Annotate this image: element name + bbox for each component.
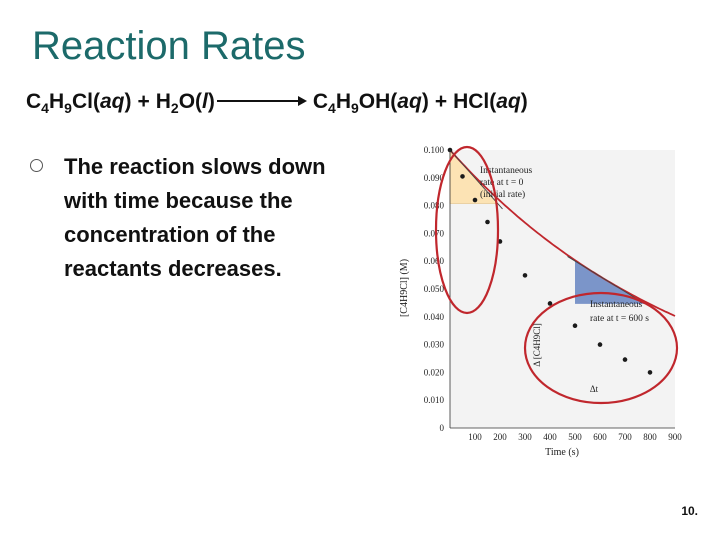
concentration-time-chart: 0 0.010 0.020 0.030 0.040 0.050 0.060 0.070 0.08… xyxy=(399,145,682,458)
y-tick-label: 0.070 xyxy=(424,228,445,238)
x-tick-label: 300 xyxy=(518,432,532,442)
delta-concentration-label: Δ [C4H9Cl] xyxy=(532,323,542,367)
y-tick-labels: 0 0.010 0.020 0.030 0.040 0.050 0.060 0.070 0.08… xyxy=(424,145,445,433)
bullet-point: The reaction slows down with time becaus… xyxy=(30,150,360,286)
x-tick-label: 400 xyxy=(543,432,557,442)
data-point xyxy=(522,273,528,278)
x-tick-label: 500 xyxy=(568,432,582,442)
data-points xyxy=(447,147,653,375)
slide-number: 10. xyxy=(681,504,698,518)
y-axis-label: [C4H9Cl] (M) xyxy=(399,259,410,317)
x-tick-labels: 100 200 300 400 500 600 700 800 900 xyxy=(468,432,682,442)
y-tick-label: 0.060 xyxy=(424,256,445,266)
tangent-line-600s xyxy=(567,256,646,305)
data-point xyxy=(622,357,628,362)
x-tick-label: 700 xyxy=(618,432,632,442)
reactant-2: H2O(l) xyxy=(155,90,215,117)
y-tick-label: 0.090 xyxy=(424,173,445,183)
product-1: C4H9OH(aq) xyxy=(312,90,429,117)
plus-sign: + xyxy=(137,90,150,113)
reactant-1: C4H9Cl(aq) xyxy=(26,90,132,117)
product-2: HCl(aq) xyxy=(453,90,528,113)
highlight-circle-initial xyxy=(434,145,500,315)
data-point xyxy=(647,370,653,375)
concentration-curve xyxy=(449,149,676,317)
x-tick-label: 600 xyxy=(593,432,607,442)
y-tick-label: 0.050 xyxy=(424,284,445,294)
highlight-circle-600s xyxy=(523,291,679,405)
x-tick-label: 200 xyxy=(493,432,507,442)
x-tick-label: 900 xyxy=(668,432,682,442)
plus-sign: + xyxy=(434,90,448,113)
y-tick-label: 0.040 xyxy=(424,312,445,322)
hollow-circle-bullet-icon xyxy=(30,159,43,172)
y-tick-label: 0.100 xyxy=(424,145,445,155)
data-point xyxy=(572,323,578,328)
x-axis-label: Time (s) xyxy=(545,447,579,458)
bullet-text: The reaction slows down with time becaus… xyxy=(64,154,326,281)
annotation-initial-rate: Instantaneous rate at t = 0 (initial rat… xyxy=(480,166,535,200)
data-point xyxy=(485,219,490,225)
y-tick-label: 0.020 xyxy=(424,367,445,377)
y-tick-label: 0.080 xyxy=(424,201,445,211)
x-tick-label: 800 xyxy=(643,432,657,442)
data-point xyxy=(597,342,603,347)
data-point xyxy=(547,301,553,306)
delta-time-label: Δt xyxy=(590,384,599,394)
y-tick-label: 0.030 xyxy=(424,340,445,350)
slide-title: Reaction Rates xyxy=(32,24,306,68)
y-tick-label: 0.010 xyxy=(424,395,445,405)
x-tick-label: 100 xyxy=(468,432,482,442)
data-point xyxy=(472,197,478,203)
data-point xyxy=(460,174,465,179)
reaction-equation: C4H9Cl(aq) + H2O(l) C4H9OH(aq) + HCl(aq) xyxy=(26,90,528,116)
initial-tangent-line xyxy=(449,149,503,210)
reaction-arrow-icon xyxy=(216,94,307,108)
y-tick-label: 0 xyxy=(440,423,445,433)
annotation-rate-600s: Instantaneous rate at t = 600 s xyxy=(590,300,649,324)
